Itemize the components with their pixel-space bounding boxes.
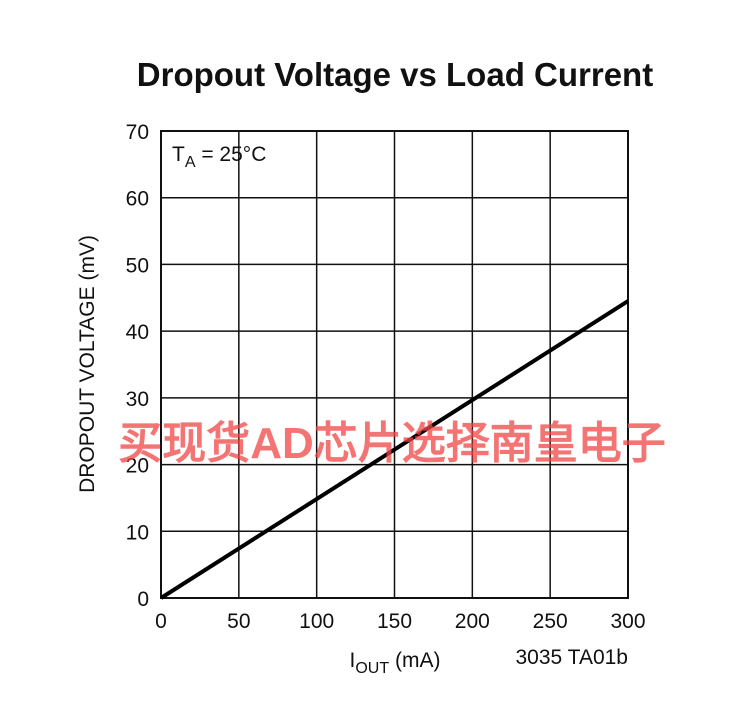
y-tick-label: 30 bbox=[126, 388, 149, 411]
annotation-sub: A bbox=[185, 154, 196, 171]
chart-title: Dropout Voltage vs Load Current bbox=[137, 56, 653, 93]
y-tick-label: 10 bbox=[126, 521, 149, 544]
watermark: 买现货AD芯片选择南皇电子 bbox=[118, 419, 666, 468]
x-axis-label: IOUT (mA) bbox=[350, 649, 441, 677]
x-tick-label: 200 bbox=[455, 610, 490, 633]
annotation-main: T bbox=[172, 143, 185, 166]
figure-note: 3035 TA01b bbox=[516, 646, 629, 669]
y-tick-label: 20 bbox=[126, 455, 149, 478]
x-tick-label: 300 bbox=[610, 610, 645, 633]
x-tick-label: 50 bbox=[227, 610, 250, 633]
y-tick-label: 70 bbox=[126, 121, 149, 144]
y-axis-label: DROPOUT VOLTAGE (mV) bbox=[76, 235, 99, 493]
x-label-rest: (mA) bbox=[389, 649, 440, 672]
x-label-main: I bbox=[350, 649, 356, 672]
x-tick-label: 150 bbox=[377, 610, 412, 633]
y-tick-label: 60 bbox=[126, 188, 149, 211]
y-tick-label: 0 bbox=[137, 588, 149, 611]
annotation: TA = 25°C bbox=[172, 143, 266, 171]
plot-frame bbox=[160, 130, 629, 599]
annotation-rest: = 25°C bbox=[196, 143, 267, 166]
data-line bbox=[159, 299, 630, 600]
x-tick-label: 0 bbox=[155, 610, 167, 633]
y-tick-label: 50 bbox=[126, 254, 149, 277]
x-tick-label: 250 bbox=[533, 610, 568, 633]
x-label-sub: OUT bbox=[355, 660, 389, 677]
x-tick-label: 100 bbox=[299, 610, 334, 633]
y-tick-label: 40 bbox=[126, 321, 149, 344]
